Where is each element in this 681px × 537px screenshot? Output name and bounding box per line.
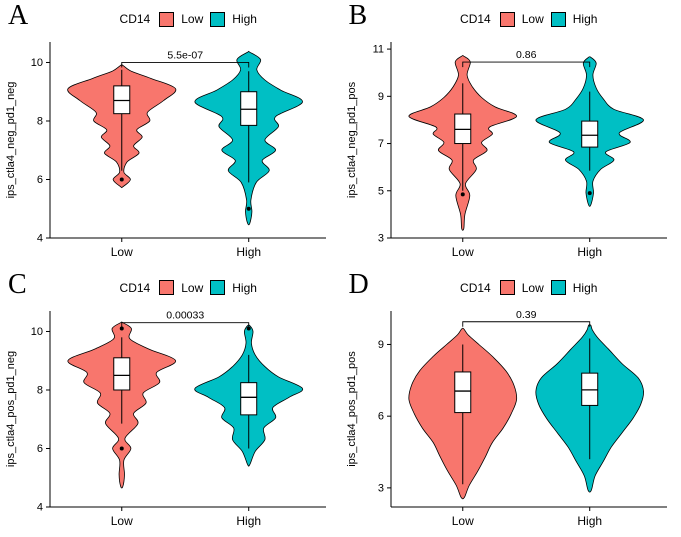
svg-text:4: 4 [37,233,43,245]
legend-label-high: High [232,280,257,295]
panel-b: B CD14 Low High 3 5 7 9 11 Low High ips_ctla4_n… [341,0,681,269]
svg-text:9: 9 [377,91,383,103]
legend-a: CD14 Low High [36,4,341,34]
legend-label-high: High [232,12,257,26]
panel-letter-d: D [348,268,369,300]
svg-text:0.86: 0.86 [516,49,537,61]
legend-label-high: High [572,280,598,295]
legend-label-low: Low [521,12,544,26]
legend-b: CD14 Low High [377,4,681,34]
legend-label-low: Low [521,280,544,295]
legend-swatch-high [550,11,566,27]
svg-text:4: 4 [37,501,43,513]
svg-text:6: 6 [37,174,43,186]
svg-text:High: High [236,514,261,528]
svg-text:5: 5 [377,185,383,197]
panel-letter-c: C [8,268,27,300]
panel-c: C CD14 Low High 4 6 8 10 Low High ips_ctla4_po… [0,269,341,537]
legend-c: CD14 Low High [36,273,341,303]
legend-label-high: High [572,12,598,26]
svg-text:8: 8 [37,115,43,127]
panel-d: D CD14 Low High 3 6 9 Low High ips_ctla4_pos_… [341,269,681,537]
legend-swatch-high [550,280,566,295]
svg-text:ips_ctla4_neg_pd1_pos: ips_ctla4_neg_pd1_pos [346,81,358,198]
svg-text:10: 10 [31,57,43,69]
legend-d: CD14 Low High [377,273,681,303]
svg-text:3: 3 [377,233,383,245]
svg-text:3: 3 [377,482,383,494]
violin-plot-d: 3 6 9 Low High ips_ctla4_pos_pd1_pos 0.39 [346,308,667,528]
svg-text:High: High [577,245,602,259]
violin-plot-c: 4 6 8 10 Low High ips_ctla4_pos_pd1_neg 0.00033 [5,309,326,528]
violin-plot-b: 3 5 7 9 11 Low High ips_ctla4_neg_pd1_pos 0.86 [346,42,667,259]
svg-text:8: 8 [37,384,43,396]
svg-text:High: High [236,245,261,259]
svg-text:6: 6 [37,442,43,454]
svg-text:ips_ctla4_pos_pd1_neg: ips_ctla4_pos_pd1_neg [5,350,17,466]
svg-text:6: 6 [377,410,383,422]
legend-swatch-low [499,11,515,27]
svg-text:ips_ctla4_neg_pd1_neg: ips_ctla4_neg_pd1_neg [5,82,17,199]
svg-text:Low: Low [451,245,473,259]
legend-title: CD14 [460,12,491,26]
legend-swatch-high [210,11,226,27]
legend-swatch-low [499,280,515,295]
legend-swatch-low [159,280,175,295]
svg-text:7: 7 [377,138,383,150]
legend-swatch-low [159,11,175,27]
legend-swatch-high [210,280,226,295]
svg-text:0.39: 0.39 [516,308,537,320]
svg-text:Low: Low [111,514,133,528]
legend-label-low: Low [181,280,204,295]
svg-text:11: 11 [372,44,383,56]
svg-text:0.00033: 0.00033 [166,309,204,321]
panel-letter-b: B [348,0,368,31]
svg-text:High: High [577,514,602,528]
svg-text:Low: Low [111,245,133,259]
svg-text:ips_ctla4_pos_pd1_pos: ips_ctla4_pos_pd1_pos [346,350,358,466]
legend-title: CD14 [119,280,151,295]
panel-letter-a: A [8,0,29,31]
svg-text:10: 10 [31,325,43,337]
svg-text:Low: Low [451,514,473,528]
legend-label-low: Low [181,12,204,26]
svg-text:5.5e-07: 5.5e-07 [167,49,203,61]
legend-title: CD14 [460,280,491,295]
svg-text:9: 9 [377,338,383,350]
panel-a: A CD14 Low High 4 6 8 10 Low High ips_ctla4_ne… [0,0,341,269]
violin-plot-a: 4 6 8 10 Low High ips_ctla4_neg_pd1_neg 5.5e-07 [5,42,326,259]
legend-title: CD14 [119,12,151,26]
